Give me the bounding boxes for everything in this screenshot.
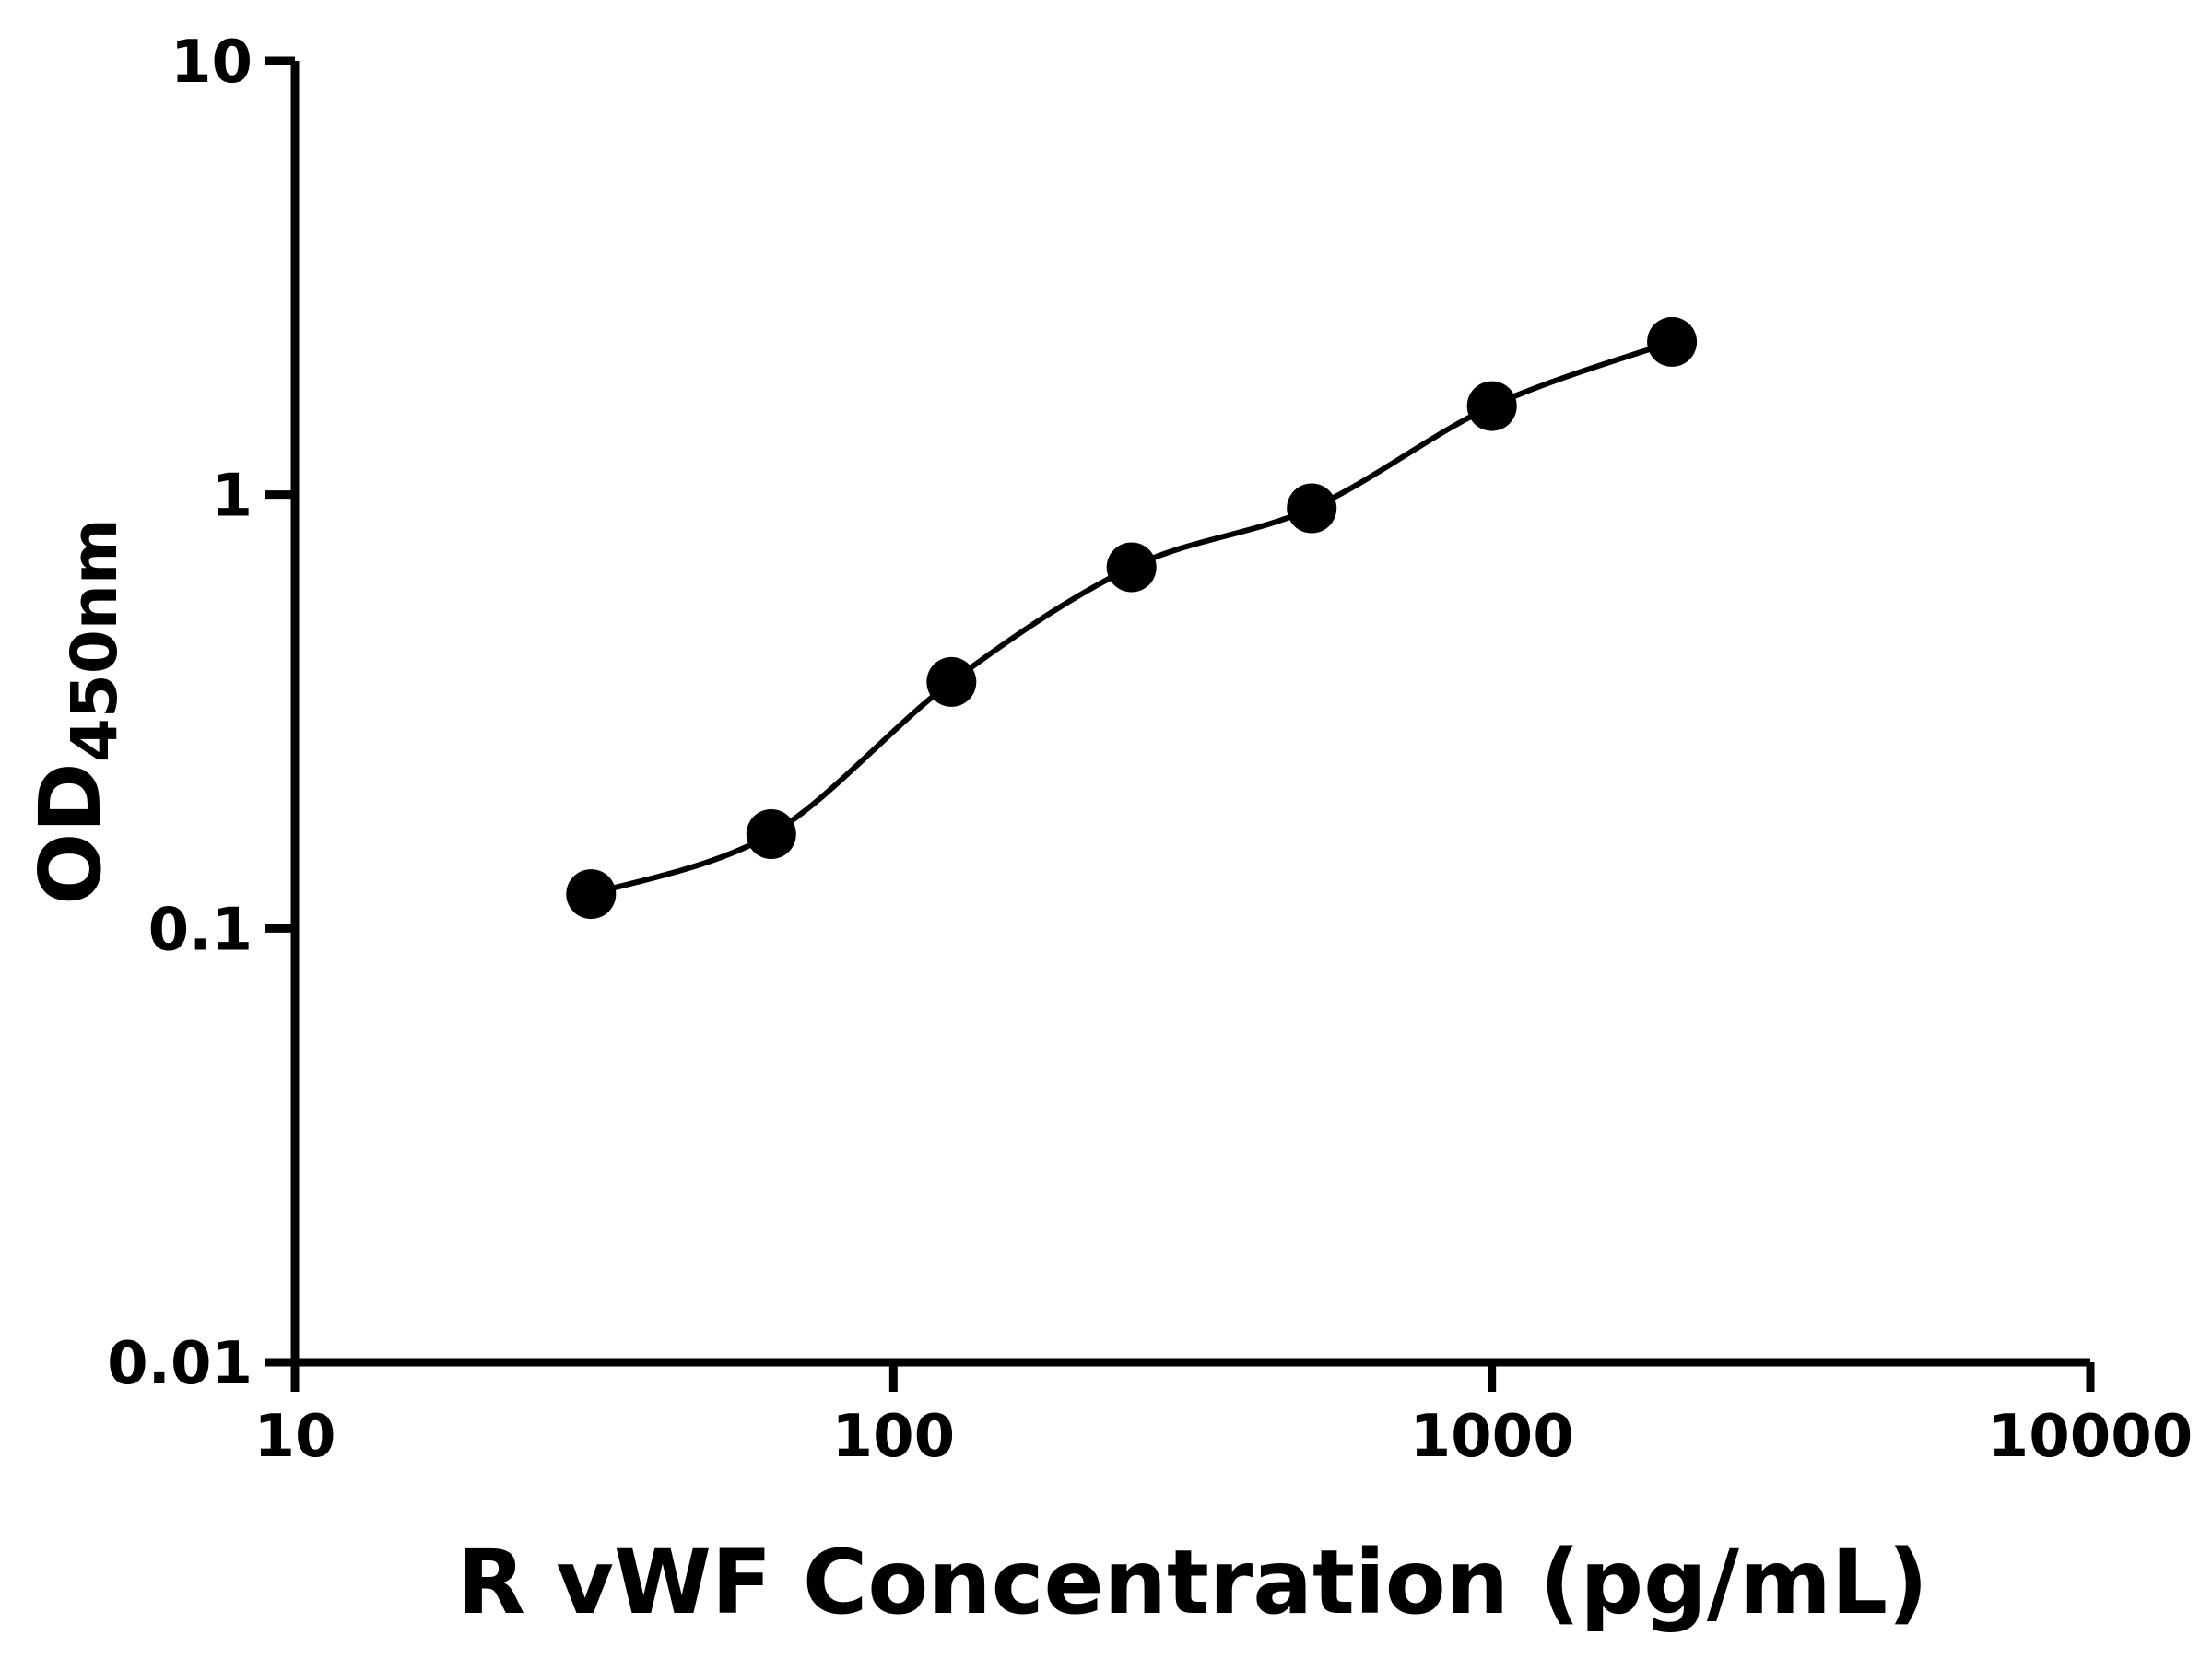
data-point <box>566 869 617 920</box>
series-layer <box>566 316 1698 920</box>
data-point <box>926 656 977 707</box>
data-point <box>746 809 796 859</box>
y-axis-title-main: OD <box>21 762 120 905</box>
fit-curve <box>590 339 1674 897</box>
axis-spines <box>290 61 2090 1367</box>
y-axis-title-subscript: 450nm <box>58 518 132 762</box>
data-point <box>1106 542 1157 593</box>
y-tick-label: 10 <box>171 29 253 97</box>
x-tick-label: 10000 <box>1988 1403 2194 1471</box>
x-axis-title: R vWF Concentration (pg/mL) <box>457 1531 1928 1634</box>
x-tick-label: 10 <box>253 1403 335 1471</box>
data-point <box>1466 381 1517 431</box>
data-point <box>1287 483 1337 534</box>
y-tick-label: 0.01 <box>107 1330 253 1398</box>
x-tick-label: 100 <box>832 1403 956 1471</box>
y-axis-title: OD450nm <box>21 518 132 905</box>
y-tick-label: 1 <box>211 463 253 531</box>
axes-layer <box>290 61 2090 1367</box>
x-tick-label: 1000 <box>1410 1403 1574 1471</box>
data-point <box>1647 316 1698 367</box>
ticks-layer: 10 100 1000 10000 0.01 0.1 1 10 <box>107 29 2193 1471</box>
y-tick-label: 0.1 <box>148 896 253 964</box>
